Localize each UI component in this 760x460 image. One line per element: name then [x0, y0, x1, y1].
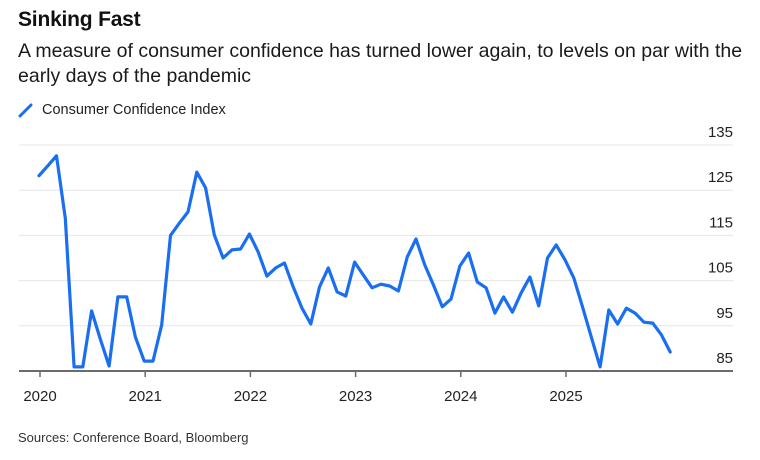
chart-title: Sinking Fast	[18, 8, 141, 31]
legend: Consumer Confidence Index	[18, 100, 226, 120]
y-tick-label: 85	[716, 350, 733, 367]
y-tick-label: 125	[708, 169, 733, 186]
series-line	[37, 154, 672, 369]
x-tick-label: 2022	[234, 388, 267, 405]
y-tick-label: 115	[709, 214, 733, 231]
y-axis: 85 95 105 115 125 135	[708, 124, 733, 367]
x-tick-label: 2025	[549, 388, 582, 405]
x-tick-label: 2023	[339, 388, 372, 405]
y-tick-label: 95	[716, 305, 733, 322]
x-tick-label: 2021	[129, 388, 162, 405]
x-tick-label: 2020	[23, 388, 56, 405]
chart-subtitle: A measure of consumer confidence has tur…	[18, 40, 743, 87]
y-tick-label: 105	[708, 260, 733, 277]
y-tick-label: 135	[708, 124, 733, 141]
source-note: Sources: Conference Board, Bloomberg	[18, 430, 249, 445]
x-axis: 2020 2021 2022 2023 2024 2025	[19, 370, 733, 405]
x-tick-label: 2024	[444, 388, 477, 405]
gridlines	[19, 144, 733, 327]
series-group	[37, 154, 672, 369]
legend-label: Consumer Confidence Index	[42, 102, 226, 118]
diagonal-line-icon	[18, 102, 34, 118]
